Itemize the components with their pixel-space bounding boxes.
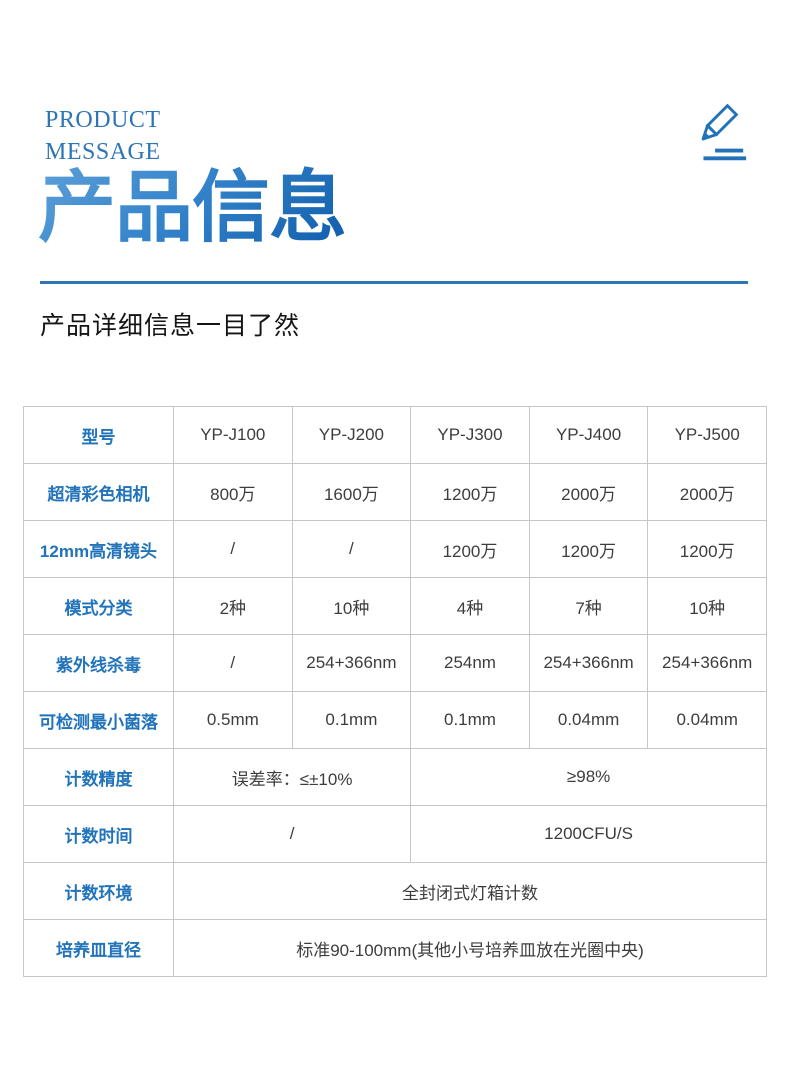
spec-row-accuracy: 计数精度 误差率：≤±10% ≥98% <box>23 748 767 806</box>
value-cell: / <box>291 520 412 578</box>
eyebrow-text: PRODUCT MESSAGE <box>45 104 161 168</box>
model-cell: YP-J400 <box>528 406 649 464</box>
value-cell: 254+366nm <box>528 634 649 692</box>
row-label: 计数精度 <box>23 748 174 806</box>
eyebrow-line-1: PRODUCT <box>45 107 161 133</box>
spec-table-header-row: 型号 YP-J100 YP-J200 YP-J300 YP-J400 YP-J5… <box>23 406 767 464</box>
model-cell: YP-J200 <box>291 406 412 464</box>
value-cell-full: 全封闭式灯箱计数 <box>173 862 767 920</box>
title-underline <box>40 281 748 284</box>
row-label: 计数时间 <box>23 805 174 863</box>
value-cell-merged: 误差率：≤±10% <box>172 748 412 806</box>
value-cell: / <box>173 634 293 692</box>
value-cell: 2000万 <box>528 463 649 521</box>
value-cell-merged: ≥98% <box>410 748 767 806</box>
value-cell: 0.04mm <box>647 691 767 749</box>
page-title: 产品信息 <box>38 163 347 253</box>
spec-row-camera: 超清彩色相机 800万 1600万 1200万 2000万 2000万 <box>23 463 767 521</box>
page-subtitle: 产品详细信息一目了然 <box>40 313 301 340</box>
value-cell-full: 标准90-100mm(其他小号培养皿放在光圈中央) <box>173 919 767 977</box>
value-cell: 800万 <box>173 463 293 521</box>
row-label-model: 型号 <box>23 406 174 464</box>
value-cell: / <box>173 520 293 578</box>
value-cell: 1200万 <box>528 520 649 578</box>
value-cell: 0.1mm <box>410 691 530 749</box>
spec-row-dish-diameter: 培养皿直径 标准90-100mm(其他小号培养皿放在光圈中央) <box>23 919 767 977</box>
value-cell-merged: 1200CFU/S <box>410 805 767 863</box>
spec-row-uv: 紫外线杀毒 / 254+366nm 254nm 254+366nm 254+36… <box>23 634 767 692</box>
value-cell-merged: / <box>172 805 412 863</box>
value-cell: 4种 <box>410 577 530 635</box>
row-label: 计数环境 <box>23 862 174 920</box>
model-cell: YP-J100 <box>173 406 293 464</box>
value-cell: 10种 <box>291 577 412 635</box>
value-cell: 2种 <box>173 577 293 635</box>
model-cell: YP-J300 <box>410 406 530 464</box>
pencil-icon <box>701 104 747 161</box>
spec-row-modes: 模式分类 2种 10种 4种 7种 10种 <box>23 577 767 635</box>
value-cell: 0.5mm <box>173 691 293 749</box>
spec-row-min-colony: 可检测最小菌落 0.5mm 0.1mm 0.1mm 0.04mm 0.04mm <box>23 691 767 749</box>
row-label: 培养皿直径 <box>23 919 174 977</box>
eyebrow-line-2: MESSAGE <box>45 139 161 165</box>
row-label: 超清彩色相机 <box>23 463 174 521</box>
row-label: 可检测最小菌落 <box>23 691 174 749</box>
value-cell: 0.1mm <box>291 691 412 749</box>
value-cell: 2000万 <box>647 463 767 521</box>
value-cell: 10种 <box>647 577 767 635</box>
model-cell: YP-J500 <box>647 406 767 464</box>
spec-row-lens: 12mm高清镜头 / / 1200万 1200万 1200万 <box>23 520 767 578</box>
spec-row-environment: 计数环境 全封闭式灯箱计数 <box>23 862 767 920</box>
row-label: 紫外线杀毒 <box>23 634 174 692</box>
value-cell: 1200万 <box>647 520 767 578</box>
spec-table: 型号 YP-J100 YP-J200 YP-J300 YP-J400 YP-J5… <box>23 406 767 977</box>
value-cell: 1600万 <box>291 463 412 521</box>
value-cell: 7种 <box>528 577 649 635</box>
row-label: 模式分类 <box>23 577 174 635</box>
value-cell: 254nm <box>410 634 530 692</box>
row-label: 12mm高清镜头 <box>23 520 174 578</box>
value-cell: 254+366nm <box>647 634 767 692</box>
value-cell: 1200万 <box>410 520 530 578</box>
spec-row-count-time: 计数时间 / 1200CFU/S <box>23 805 767 863</box>
value-cell: 1200万 <box>410 463 530 521</box>
value-cell: 254+366nm <box>291 634 412 692</box>
value-cell: 0.04mm <box>528 691 649 749</box>
